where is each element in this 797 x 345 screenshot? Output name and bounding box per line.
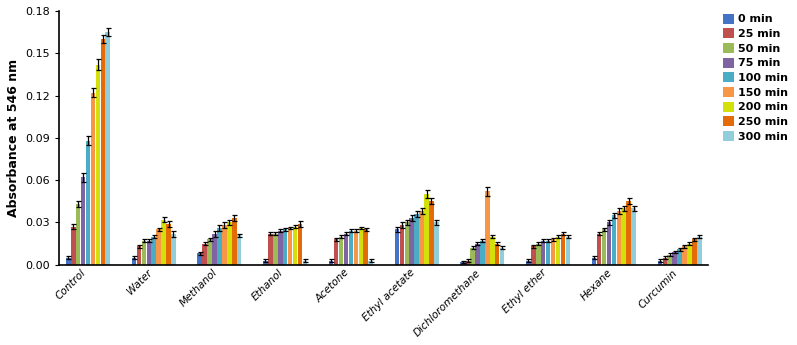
Bar — [667, 255, 672, 265]
Bar — [368, 260, 373, 265]
Bar — [490, 237, 494, 265]
Bar — [278, 231, 283, 265]
Bar — [167, 224, 171, 265]
Bar — [334, 239, 339, 265]
Bar — [91, 93, 95, 265]
Bar — [470, 248, 475, 265]
Bar — [617, 211, 621, 265]
Bar — [461, 262, 465, 265]
Bar — [500, 248, 505, 265]
Bar — [147, 241, 151, 265]
Bar — [526, 260, 531, 265]
Bar — [288, 228, 292, 265]
Bar — [662, 258, 667, 265]
Bar — [414, 214, 419, 265]
Bar — [86, 141, 90, 265]
Bar — [348, 231, 353, 265]
Bar — [546, 241, 551, 265]
Bar — [198, 254, 202, 265]
Bar — [475, 244, 480, 265]
Bar — [405, 223, 409, 265]
Bar — [592, 258, 596, 265]
Bar — [697, 237, 701, 265]
Bar — [611, 215, 616, 265]
Bar — [626, 201, 631, 265]
Bar — [607, 223, 611, 265]
Bar — [429, 201, 434, 265]
Bar — [485, 191, 489, 265]
Bar — [132, 258, 136, 265]
Bar — [465, 260, 470, 265]
Bar — [354, 231, 358, 265]
Bar — [359, 228, 363, 265]
Bar — [171, 234, 176, 265]
Bar — [303, 260, 307, 265]
Bar — [263, 260, 268, 265]
Bar — [237, 235, 241, 265]
Bar — [273, 234, 277, 265]
Bar — [80, 177, 85, 265]
Bar — [410, 218, 414, 265]
Bar — [100, 39, 105, 265]
Bar — [687, 244, 692, 265]
Bar — [658, 260, 662, 265]
Bar — [551, 239, 556, 265]
Bar — [161, 220, 166, 265]
Bar — [268, 234, 273, 265]
Bar — [673, 252, 677, 265]
Bar — [76, 204, 80, 265]
Bar — [434, 223, 438, 265]
Bar — [142, 241, 146, 265]
Bar — [298, 224, 302, 265]
Bar — [395, 229, 399, 265]
Bar — [105, 32, 110, 265]
Bar — [232, 218, 237, 265]
Bar — [677, 249, 682, 265]
Bar — [222, 225, 226, 265]
Bar — [682, 246, 687, 265]
Bar — [66, 258, 71, 265]
Bar — [207, 239, 212, 265]
Bar — [363, 229, 368, 265]
Bar — [566, 237, 570, 265]
Bar — [597, 234, 601, 265]
Bar — [96, 65, 100, 265]
Bar — [71, 227, 76, 265]
Bar — [339, 237, 344, 265]
Bar — [212, 234, 217, 265]
Bar — [424, 194, 429, 265]
Bar — [602, 229, 607, 265]
Bar — [292, 227, 297, 265]
Bar — [227, 223, 232, 265]
Legend: 0 min, 25 min, 50 min, 75 min, 100 min, 150 min, 200 min, 250 min, 300 min: 0 min, 25 min, 50 min, 75 min, 100 min, … — [720, 11, 791, 144]
Bar — [283, 229, 288, 265]
Bar — [480, 241, 485, 265]
Bar — [631, 208, 636, 265]
Bar — [536, 244, 540, 265]
Bar — [137, 246, 141, 265]
Bar — [556, 237, 560, 265]
Bar — [329, 260, 333, 265]
Bar — [560, 234, 565, 265]
Bar — [156, 229, 161, 265]
Bar — [344, 234, 348, 265]
Bar — [531, 246, 536, 265]
Y-axis label: Absorbance at 546 nm: Absorbance at 546 nm — [7, 59, 20, 217]
Bar — [419, 211, 424, 265]
Bar — [151, 237, 156, 265]
Bar — [202, 244, 207, 265]
Bar — [692, 239, 697, 265]
Bar — [495, 244, 500, 265]
Bar — [218, 228, 222, 265]
Bar — [399, 225, 404, 265]
Bar — [541, 241, 545, 265]
Bar — [622, 208, 626, 265]
